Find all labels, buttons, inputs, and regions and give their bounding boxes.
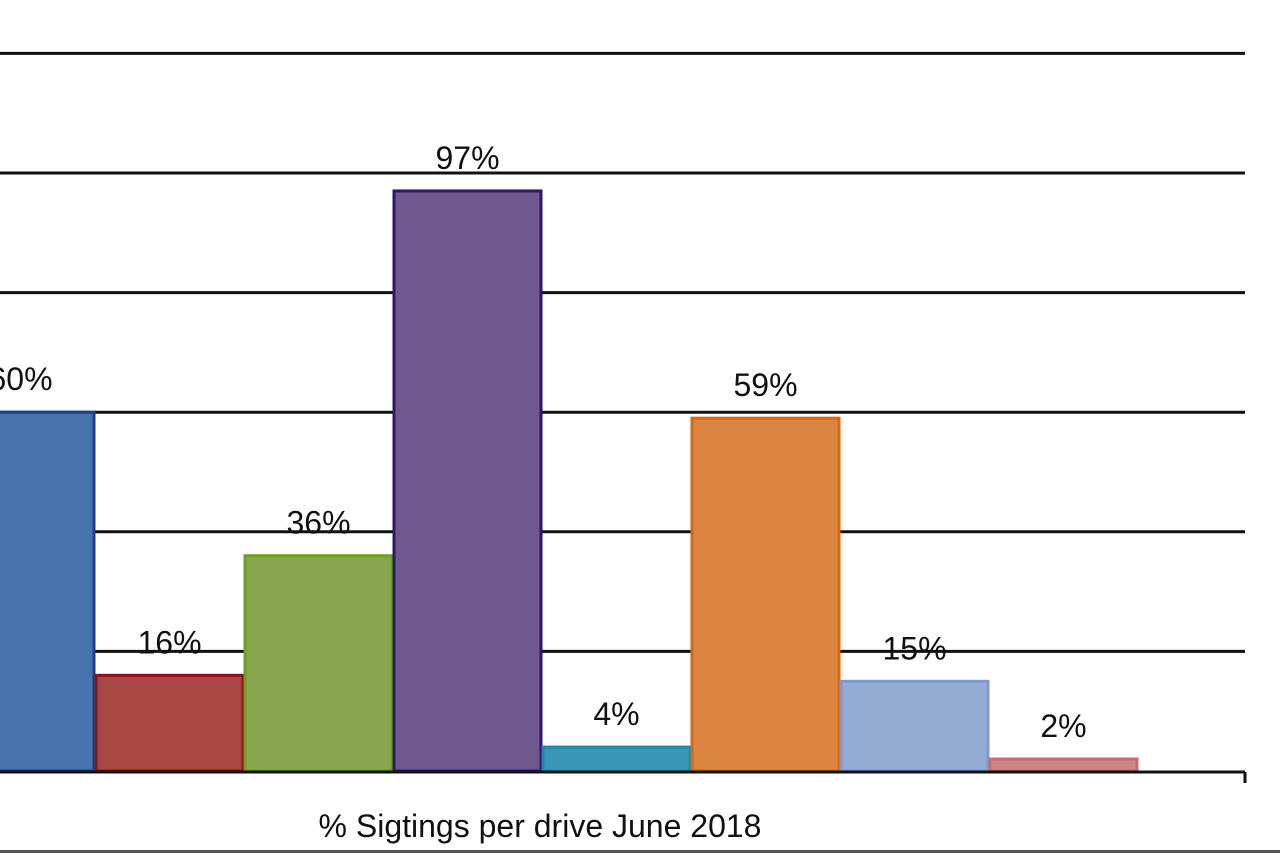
data-label-6: 59%	[733, 367, 797, 403]
data-label-2: 16%	[137, 624, 201, 660]
bar-7	[839, 679, 990, 773]
value-labels: 60% 16% 36% 97% 4% 59% 15% 2%	[0, 140, 1087, 744]
gridlines	[0, 51, 1245, 653]
data-label-1: 60%	[0, 361, 53, 397]
bar-3	[243, 554, 394, 773]
data-label-7: 15%	[882, 630, 946, 666]
data-label-3: 36%	[286, 505, 350, 541]
bar-5	[541, 745, 692, 773]
bars	[0, 189, 1139, 773]
bar-4	[392, 189, 543, 773]
bar-6	[690, 416, 841, 773]
bar-8	[988, 757, 1139, 773]
image-bottom-border	[0, 850, 1280, 853]
data-label-5: 4%	[593, 696, 639, 732]
x-axis-label: % Sigtings per drive June 2018	[319, 808, 762, 844]
bar-2	[94, 673, 245, 773]
bar-1	[0, 410, 96, 773]
data-label-8: 2%	[1040, 708, 1086, 744]
data-label-4: 97%	[435, 140, 499, 176]
